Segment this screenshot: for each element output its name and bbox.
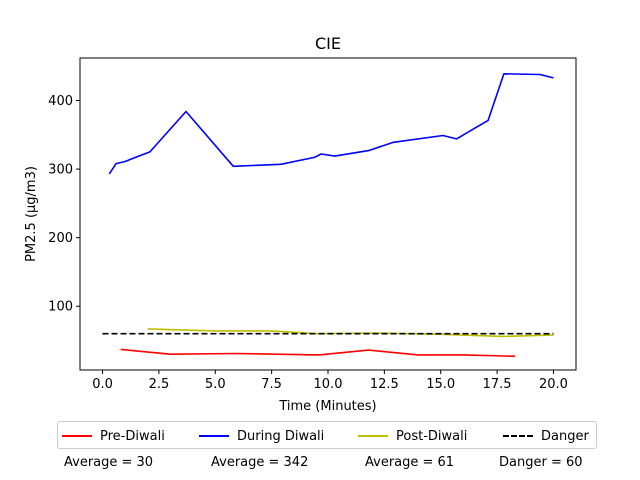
y-tick-label: 300 xyxy=(48,163,73,178)
y-tick-label: 100 xyxy=(48,300,73,315)
average-post-diwali: Average = 61 xyxy=(365,455,455,470)
legend-swatch-pre-diwali xyxy=(62,435,92,437)
series-line-during-diwali xyxy=(108,73,554,175)
plot-area xyxy=(79,57,577,371)
average-danger: Danger = 60 xyxy=(499,455,583,470)
legend-item-during-diwali: During Diwali xyxy=(199,422,324,450)
x-tick-label: 20.0 xyxy=(539,377,568,392)
series-line-pre-diwali xyxy=(120,348,516,358)
y-tick-label: 400 xyxy=(48,94,73,109)
x-tick-label: 5.0 xyxy=(205,377,226,392)
x-tick-label: 17.5 xyxy=(483,377,512,392)
x-tick-label: 2.5 xyxy=(149,377,170,392)
x-tick-label: 10.0 xyxy=(314,377,343,392)
x-tick-label: 7.5 xyxy=(261,377,282,392)
legend-label-pre-diwali: Pre-Diwali xyxy=(100,428,165,444)
average-pre-diwali: Average = 30 xyxy=(64,455,154,470)
chart-title: CIE xyxy=(315,34,341,53)
x-tick-label: 15.0 xyxy=(426,377,455,392)
series-lines xyxy=(102,73,554,358)
legend-swatch-danger xyxy=(503,435,533,437)
average-during-diwali: Average = 342 xyxy=(211,455,309,470)
legend-label-post-diwali: Post-Diwali xyxy=(396,428,468,444)
y-axis: 100 200 300 400 xyxy=(48,94,80,315)
legend-swatch-during-diwali xyxy=(199,435,229,437)
x-tick-label: 0.0 xyxy=(92,377,113,392)
legend-item-pre-diwali: Pre-Diwali xyxy=(62,422,165,450)
legend-swatch-post-diwali xyxy=(358,435,388,437)
y-axis-label: PM2.5 (µg/m3) xyxy=(24,166,39,262)
x-axis: 0.0 2.5 5.0 7.5 10.0 12.5 15.0 17.5 20.0 xyxy=(92,370,568,392)
legend-item-post-diwali: Post-Diwali xyxy=(358,422,467,450)
legend-label-danger: Danger xyxy=(541,428,589,444)
series-line-post-diwali xyxy=(147,328,554,338)
legend-label-during-diwali: During Diwali xyxy=(237,428,325,444)
x-axis-label: Time (Minutes) xyxy=(278,399,376,414)
x-tick-label: 12.5 xyxy=(370,377,399,392)
legend-item-danger: Danger xyxy=(503,422,589,450)
legend: Pre-Diwali During Diwali Post-Diwali Dan… xyxy=(57,421,597,449)
y-tick-label: 200 xyxy=(48,231,73,246)
